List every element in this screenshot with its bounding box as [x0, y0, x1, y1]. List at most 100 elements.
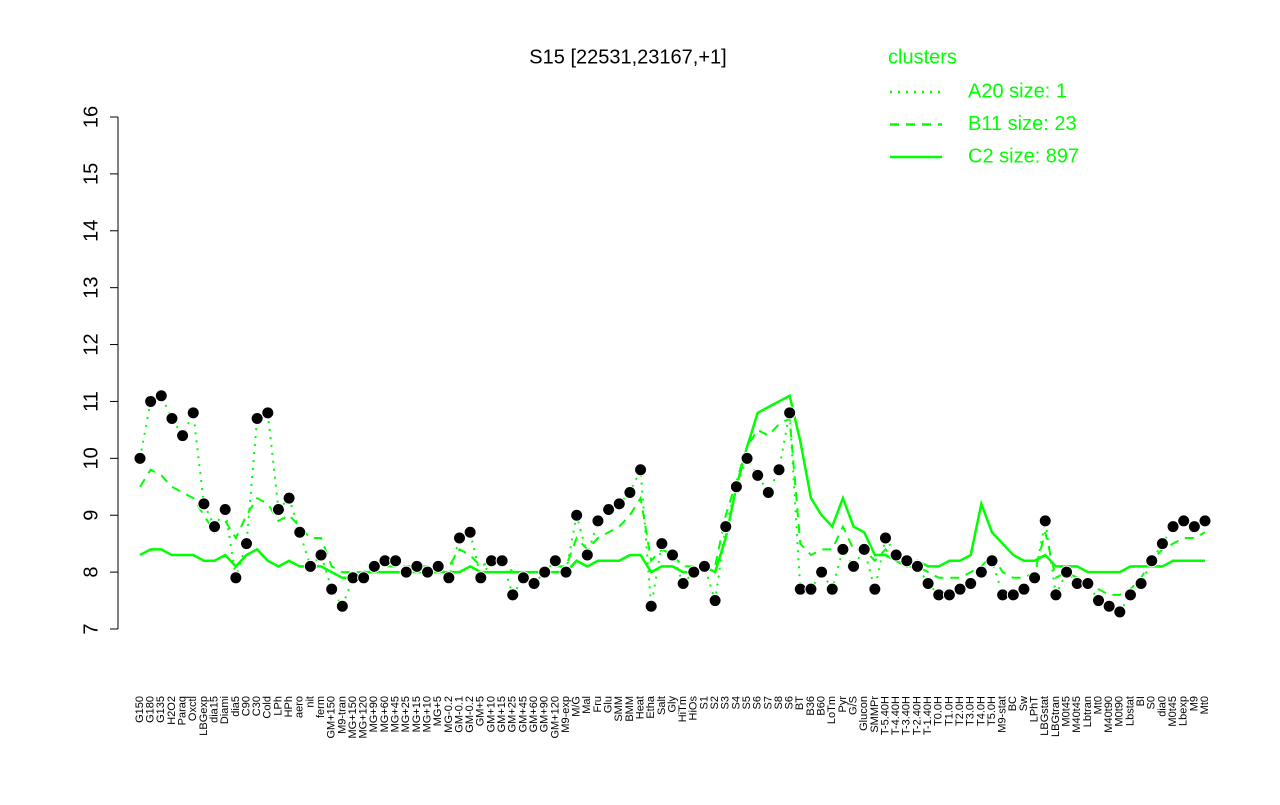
data-point	[1060, 565, 1074, 579]
series-line	[139, 416, 1206, 596]
data-point	[463, 525, 477, 539]
data-point	[495, 554, 509, 568]
x-tick-label: S6	[752, 696, 764, 709]
data-point	[985, 554, 999, 568]
data-point	[676, 576, 690, 590]
x-tick-label: M0t45	[1167, 696, 1179, 727]
data-point	[410, 559, 424, 573]
data-point	[1049, 588, 1063, 602]
x-tick-label: M9-tran	[336, 696, 348, 734]
x-tick-label: S1	[698, 696, 710, 709]
data-point	[1145, 554, 1159, 568]
data-point	[559, 565, 573, 579]
x-tick-label: GM+5	[475, 696, 487, 726]
data-point	[868, 582, 882, 596]
x-tick-label: T5.0H	[986, 696, 998, 726]
data-point	[740, 451, 754, 465]
data-point	[314, 548, 328, 562]
data-point	[719, 520, 733, 534]
data-point	[548, 554, 562, 568]
x-tick-label: MG+25	[400, 696, 412, 732]
x-tick-label: MG+45	[390, 696, 402, 732]
y-tick-label: 15	[80, 163, 102, 185]
x-tick-label: T1.0H	[943, 696, 955, 726]
data-point	[1028, 571, 1042, 585]
x-tick-label: S4	[730, 696, 742, 709]
x-tick-label: Paraq	[177, 696, 189, 725]
y-tick-label: 14	[80, 220, 102, 242]
data-point	[516, 571, 530, 585]
x-tick-label: GM+120	[549, 696, 561, 739]
y-tick-label: 7	[80, 623, 102, 634]
x-tick-label: dia5	[230, 696, 242, 717]
x-tick-label: G135	[155, 696, 167, 723]
data-point	[367, 559, 381, 573]
legend-label: C2 size: 897	[968, 145, 1079, 167]
x-tick-label: M40t45	[1071, 696, 1083, 733]
x-tick-label: G180	[145, 696, 157, 723]
x-tick-label: GM-0.1	[453, 696, 465, 733]
x-tick-label: GM+15	[496, 696, 508, 732]
x-tick-label: H2O2	[166, 696, 178, 725]
data-point	[1198, 514, 1212, 528]
data-point	[1006, 588, 1020, 602]
x-tick-label: M0t45	[1060, 696, 1072, 727]
x-tick-label: LBGexp	[198, 696, 210, 736]
data-point	[1038, 514, 1052, 528]
data-point	[900, 554, 914, 568]
data-point	[208, 520, 222, 534]
y-tick-label: 10	[80, 447, 102, 469]
data-point	[1081, 576, 1095, 590]
data-point	[964, 576, 978, 590]
data-point	[399, 565, 413, 579]
data-point	[591, 514, 605, 528]
series-line	[139, 393, 1205, 580]
data-point	[836, 542, 850, 556]
x-tick-label: BI	[1135, 696, 1147, 706]
data-point	[623, 485, 637, 499]
data-point	[815, 565, 829, 579]
data-point	[847, 559, 861, 573]
x-tick-label: Pyr	[837, 696, 849, 713]
x-tick-label: GM+150	[326, 696, 338, 739]
data-point	[772, 463, 786, 477]
x-tick-label: MG+120	[358, 696, 370, 739]
x-tick-label: G150	[134, 696, 146, 723]
data-point	[421, 565, 435, 579]
x-tick-label: GM+25	[507, 696, 519, 732]
x-tick-label: MG-0.2	[443, 696, 455, 733]
x-tick-label: Diami	[219, 696, 231, 724]
x-tick-label: M9	[1188, 696, 1200, 711]
x-tick-label: LBGstat	[1039, 696, 1051, 736]
y-tick-label: 11	[80, 391, 102, 412]
x-tick-label: HiTm	[677, 696, 689, 722]
x-tick-label: HPh	[283, 696, 295, 717]
x-tick-label: M9-stat	[997, 696, 1009, 733]
data-point	[1123, 588, 1137, 602]
x-tick-label: T-3.40H	[901, 696, 913, 735]
data-point	[154, 389, 168, 403]
data-point	[197, 497, 211, 511]
data-point	[176, 429, 190, 443]
data-point	[921, 576, 935, 590]
data-point	[144, 394, 158, 408]
data-point	[974, 565, 988, 579]
x-tick-label: S2	[709, 696, 721, 709]
data-point	[1102, 599, 1116, 613]
data-point	[804, 582, 818, 596]
data-point	[729, 480, 743, 494]
data-point	[442, 571, 456, 585]
x-tick-label: Fru	[592, 696, 604, 713]
x-tick-label: Lbtran	[1082, 696, 1094, 727]
x-tick-label: B36	[805, 696, 817, 716]
x-tick-label: G/S	[847, 696, 859, 715]
x-tick-label: M0t90	[1114, 696, 1126, 727]
x-tick-label: BC	[1007, 696, 1019, 711]
x-tick-label: S5	[741, 696, 753, 709]
data-point	[825, 582, 839, 596]
data-point	[1017, 582, 1031, 596]
x-tick-label: T0.0H	[933, 696, 945, 726]
data-point	[271, 503, 285, 517]
data-point	[687, 565, 701, 579]
